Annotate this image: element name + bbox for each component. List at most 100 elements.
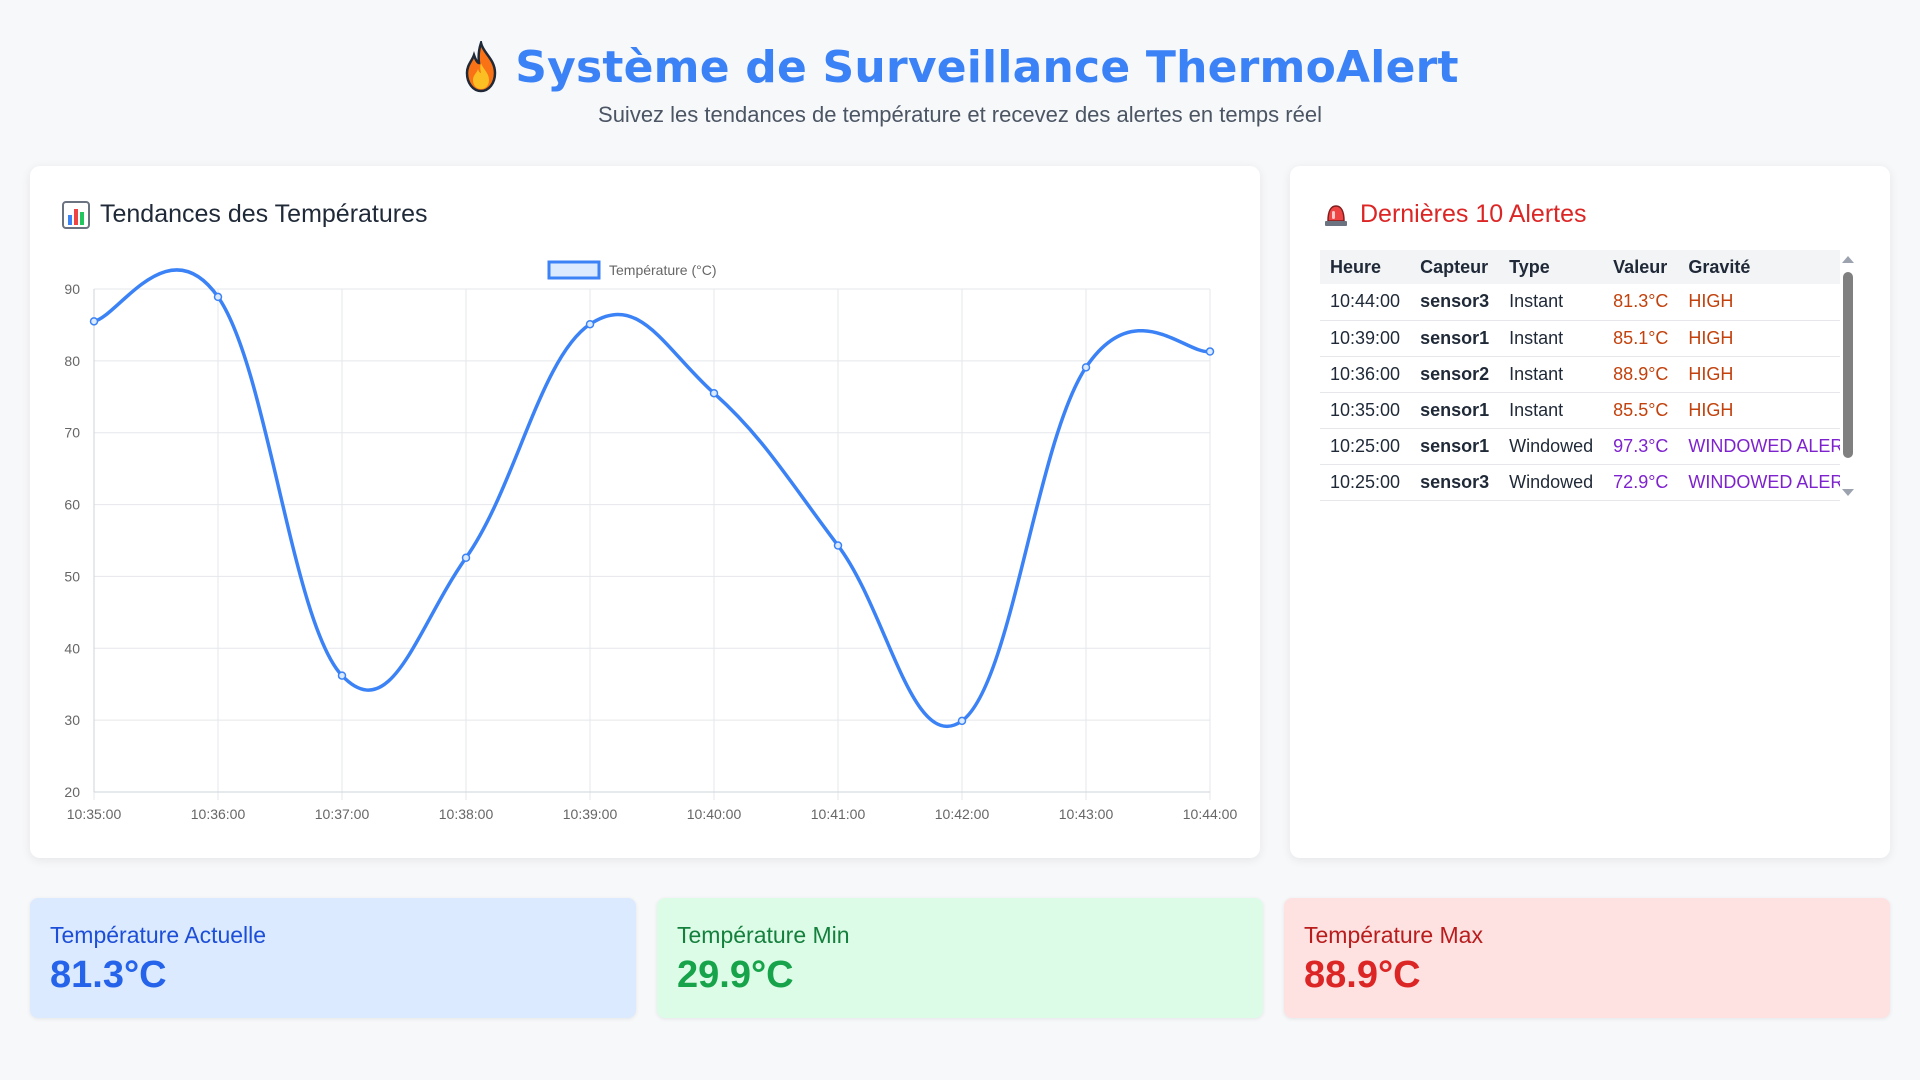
alert-type: Windowed	[1499, 428, 1604, 465]
alert-time: 10:44:00	[1320, 284, 1411, 321]
scroll-up-arrow-icon[interactable]	[1842, 256, 1854, 263]
alert-time: 10:25:00	[1320, 464, 1411, 501]
alert-sensor: sensor3	[1410, 464, 1500, 501]
y-tick-label: 90	[64, 281, 80, 297]
temperature-data-point	[461, 553, 471, 562]
alert-severity: WINDOWED ALERT	[1678, 464, 1840, 501]
x-tick-label: 10:42:00	[935, 806, 990, 822]
alert-value: 85.1°C	[1603, 320, 1679, 357]
temperature-data-point	[957, 716, 967, 726]
x-tick-label: 10:38:00	[439, 806, 494, 822]
alert-severity: HIGH	[1678, 320, 1840, 357]
alerts-card: Dernières 10 Alertes Heure Capteur Type Val…	[1290, 166, 1890, 858]
temperature-data-point	[833, 541, 843, 550]
alerts-card-title: Dernières 10 Alertes	[1360, 200, 1587, 228]
current-temperature-value: 81.3°C	[50, 954, 167, 996]
alert-time: 10:36:00	[1320, 356, 1411, 393]
flame-icon	[465, 41, 497, 93]
x-tick-label: 10:43:00	[1059, 806, 1114, 822]
temperature-data-point	[213, 292, 223, 302]
alert-value: 85.5°C	[1603, 392, 1679, 429]
min-temperature-card: Température Min 29.9°C	[657, 898, 1263, 1018]
alerts-table-header-row: Heure Capteur Type Valeur Gravité	[1320, 250, 1840, 284]
alert-row[interactable]: 10:25:00 sensor3 Windowed 72.9°C WINDOWED AL…	[1320, 464, 1840, 501]
chart-card-title: Tendances des Températures	[100, 200, 428, 228]
alert-value: 97.3°C	[1603, 428, 1679, 465]
min-temperature-value: 29.9°C	[677, 954, 794, 996]
current-temperature-card: Température Actuelle 81.3°C	[30, 898, 636, 1018]
x-tick-label: 10:37:00	[315, 806, 370, 822]
temperature-data-point	[1081, 363, 1091, 372]
alert-severity: WINDOWED ALERT	[1678, 428, 1840, 465]
alerts-column-header: Gravité	[1688, 256, 1751, 277]
alert-time: 10:25:00	[1320, 428, 1411, 465]
temperature-line-chart: 20 30 40 50 60 70 80 90 10:35:00 10:36:00 10:37:00…	[64, 260, 1238, 822]
alert-row[interactable]: 10:44:00 sensor3 Instant 81.3°C HIGH	[1320, 284, 1840, 321]
alert-sensor: sensor1	[1410, 428, 1500, 465]
scroll-down-arrow-icon[interactable]	[1842, 489, 1854, 496]
y-tick-label: 50	[64, 568, 80, 584]
alert-type: Instant	[1499, 320, 1604, 357]
y-tick-label: 20	[64, 784, 80, 800]
page-header: Système de Surveillance ThermoAlert Suiv…	[0, 38, 1920, 128]
siren-icon	[1325, 204, 1347, 226]
alert-sensor: sensor2	[1410, 356, 1500, 393]
alert-sensor: sensor3	[1410, 284, 1500, 321]
x-tick-label: 10:39:00	[563, 806, 618, 822]
alerts-column-header: Valeur	[1613, 256, 1668, 277]
alert-sensor: sensor1	[1410, 320, 1500, 357]
current-temperature-label: Température Actuelle	[50, 922, 267, 948]
page-title: Système de Surveillance ThermoAlert	[515, 41, 1459, 93]
alert-row[interactable]: 10:36:00 sensor2 Instant 88.9°C HIGH	[1320, 356, 1840, 393]
alert-value: 81.3°C	[1603, 284, 1679, 321]
temperature-data-point	[709, 388, 719, 398]
y-tick-label: 40	[64, 640, 80, 656]
min-temperature-label: Température Min	[677, 922, 850, 948]
alerts-table-container[interactable]: Heure Capteur Type Valeur Gravité 10:44:00 se…	[1320, 250, 1840, 664]
alert-row[interactable]: 10:25:00 sensor1 Windowed 97.3°C WINDOWED AL…	[1320, 428, 1840, 465]
alert-type: Instant	[1499, 284, 1604, 321]
max-temperature-value: 88.9°C	[1304, 954, 1421, 996]
x-tick-label: 10:35:00	[67, 806, 122, 822]
alert-type: Instant	[1499, 356, 1604, 393]
page-subtitle: Suivez les tendances de température et r…	[598, 102, 1322, 127]
alerts-table: Heure Capteur Type Valeur Gravité 10:44:00 se…	[1320, 250, 1840, 501]
scrollbar-thumb[interactable]	[1843, 272, 1853, 458]
alert-sensor: sensor1	[1410, 392, 1500, 429]
alert-severity: HIGH	[1678, 356, 1840, 393]
legend-swatch	[547, 260, 601, 280]
alert-row[interactable]: 10:35:00 sensor1 Instant 85.5°C HIGH	[1320, 392, 1840, 429]
temperature-data-point	[337, 671, 347, 680]
x-tick-label: 10:40:00	[687, 806, 742, 822]
temperature-data-point	[1205, 347, 1215, 356]
alerts-column-header: Type	[1509, 256, 1550, 277]
temperature-data-point	[89, 317, 99, 326]
temperature-data-point	[585, 319, 595, 329]
x-tick-label: 10:36:00	[191, 806, 246, 822]
alert-time: 10:35:00	[1320, 392, 1411, 429]
alert-type: Windowed	[1499, 464, 1604, 501]
y-tick-label: 30	[64, 712, 80, 728]
legend-label: Température (°C)	[609, 262, 717, 278]
y-tick-label: 80	[64, 353, 80, 369]
max-temperature-card: Température Max 88.9°C	[1284, 898, 1890, 1018]
alerts-card-heading: Dernières 10 Alertes	[1322, 200, 1587, 229]
x-tick-label: 10:41:00	[811, 806, 866, 822]
alert-type: Instant	[1499, 392, 1604, 429]
temperature-chart-card: Tendances des Températures 20 30 40 50 60 70 8…	[30, 166, 1260, 858]
bar-chart-icon	[62, 200, 90, 229]
temperature-series-line	[93, 268, 1211, 729]
x-tick-label: 10:44:00	[1183, 806, 1238, 822]
y-tick-label: 60	[64, 497, 80, 513]
alert-time: 10:39:00	[1320, 320, 1411, 357]
alert-severity: HIGH	[1678, 284, 1840, 321]
alerts-column-header: Capteur	[1420, 256, 1489, 277]
y-tick-label: 70	[64, 425, 80, 441]
alert-value: 88.9°C	[1603, 356, 1679, 393]
alert-value: 72.9°C	[1603, 464, 1679, 501]
max-temperature-label: Température Max	[1304, 922, 1483, 948]
alert-row[interactable]: 10:39:00 sensor1 Instant 85.1°C HIGH	[1320, 320, 1840, 357]
alerts-column-header: Heure	[1330, 256, 1382, 277]
alert-severity: HIGH	[1678, 392, 1840, 429]
alerts-scrollbar[interactable]	[1842, 256, 1854, 496]
